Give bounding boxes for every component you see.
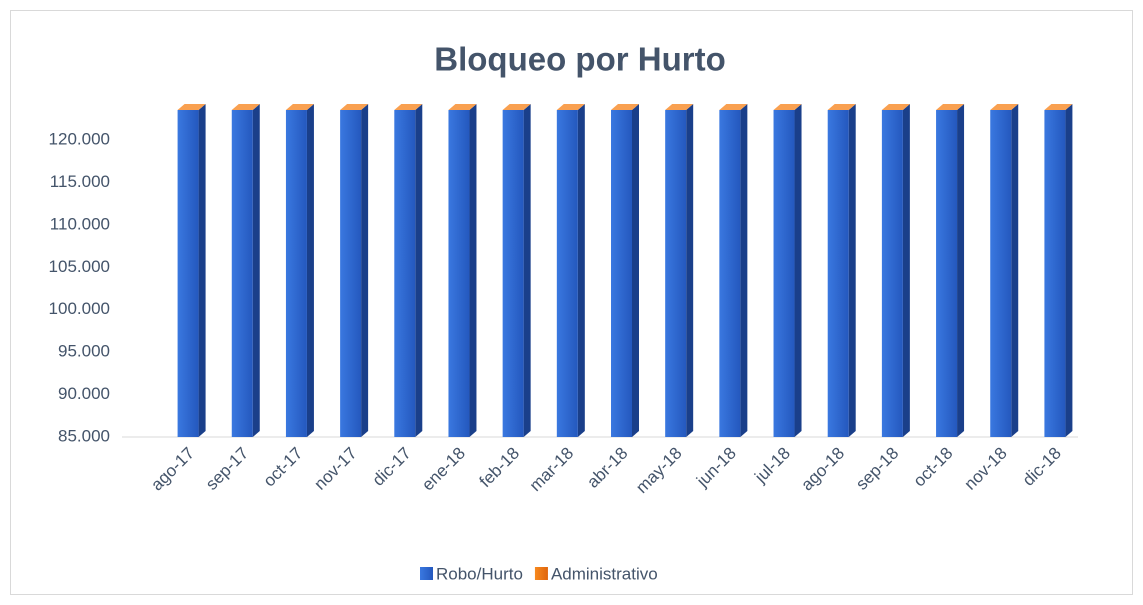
bar-top xyxy=(394,104,423,110)
bar xyxy=(773,110,795,437)
bar-top xyxy=(231,104,260,110)
y-tick-label: 95.000 xyxy=(58,342,110,361)
bar-side xyxy=(902,104,910,437)
bar xyxy=(502,110,524,437)
bar-side xyxy=(957,104,965,437)
y-tick-label: 110.000 xyxy=(50,214,110,233)
y-tick-label: 90.000 xyxy=(58,384,110,403)
bar-side xyxy=(361,104,369,437)
bar xyxy=(556,110,578,437)
bar-top xyxy=(448,104,477,110)
chart-title: Bloqueo por Hurto xyxy=(434,41,725,78)
bar xyxy=(231,110,253,437)
bar xyxy=(611,110,632,437)
y-tick-label: 115.000 xyxy=(50,172,110,191)
bar-top xyxy=(177,104,206,110)
legend-swatch xyxy=(420,567,433,580)
y-tick-label: 100.000 xyxy=(49,299,110,318)
bar-top xyxy=(556,104,585,110)
legend-label: Administrativo xyxy=(551,564,658,583)
bar-side xyxy=(740,104,748,437)
bar-side xyxy=(848,104,856,437)
bar xyxy=(719,110,741,437)
bar-top xyxy=(773,104,802,110)
bar xyxy=(881,110,903,437)
bar-side xyxy=(469,104,477,437)
bar-top xyxy=(285,104,314,110)
legend-swatch xyxy=(534,567,548,580)
bar-side xyxy=(1011,104,1019,437)
bar-side xyxy=(252,104,260,437)
bar-side xyxy=(198,104,206,437)
bar-side xyxy=(794,104,802,437)
bar-side xyxy=(523,104,531,437)
bar xyxy=(827,110,849,437)
bar xyxy=(1044,110,1066,437)
bar xyxy=(990,110,1012,437)
y-tick-label: 105.000 xyxy=(49,257,110,276)
bar xyxy=(665,110,687,437)
bar-side xyxy=(577,104,585,437)
bar-top xyxy=(665,104,694,110)
bar-top xyxy=(340,104,369,110)
bar-top xyxy=(827,104,856,110)
bar xyxy=(177,110,199,437)
y-tick-label: 120.000 xyxy=(49,129,110,148)
bar-side xyxy=(415,104,423,437)
bar-top xyxy=(990,104,1019,110)
y-tick-label: 85.000 xyxy=(58,426,110,445)
bar-top xyxy=(719,104,748,110)
bar xyxy=(936,110,958,437)
bar xyxy=(285,110,307,437)
bar-top xyxy=(502,104,531,110)
bar-side xyxy=(1065,104,1073,437)
bar-side xyxy=(306,104,314,437)
bar-top xyxy=(611,104,639,110)
legend-label: Robo/Hurto xyxy=(436,564,523,583)
bar-side xyxy=(686,104,694,437)
bar xyxy=(448,110,470,437)
bar xyxy=(340,110,362,437)
bar-side xyxy=(632,104,639,437)
bar xyxy=(394,110,416,437)
bar-top xyxy=(936,104,965,110)
bar-top xyxy=(1044,104,1073,110)
bar-top xyxy=(881,104,910,110)
